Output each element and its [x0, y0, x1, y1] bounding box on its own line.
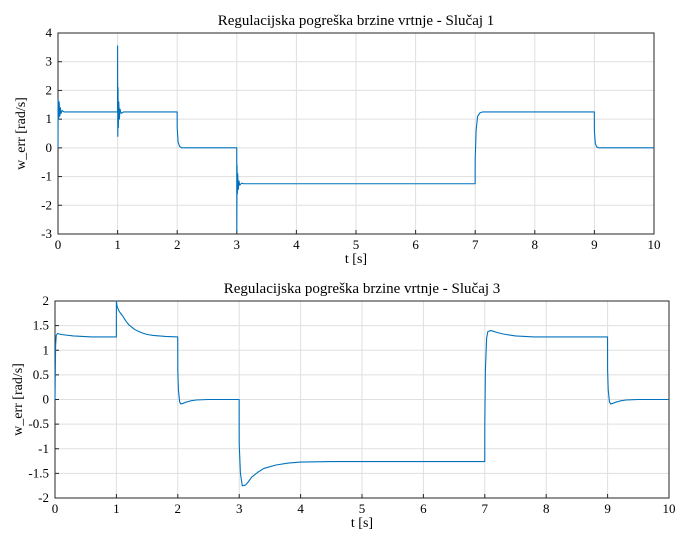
x-tick-label: 10 [648, 237, 661, 252]
x-tick-label: 9 [604, 501, 611, 516]
grid-lines [54, 300, 670, 499]
x-tick-label: 7 [472, 237, 479, 252]
x-tick-label: 3 [236, 501, 243, 516]
x-tick-label: 7 [482, 501, 489, 516]
y-tick-label: 2 [43, 293, 50, 308]
x-tick-label: 8 [543, 501, 550, 516]
y-tick-label: -2 [41, 197, 52, 212]
x-tick-label: 9 [591, 237, 598, 252]
y-tick-label: 2 [46, 82, 53, 97]
y-axis-label: w_err [rad/s] [14, 97, 29, 170]
series-line [54, 300, 669, 487]
x-tick-label: 2 [175, 501, 182, 516]
chart-title: Regulacijska pogreška brzine vrtnje - Sl… [218, 13, 495, 29]
series-line [57, 45, 654, 232]
x-tick-labels: 0 1 2 3 4 5 6 7 8 9 10 [52, 494, 676, 516]
series-lines [57, 45, 654, 232]
x-tick-label: 3 [234, 237, 241, 252]
x-axis-label: t [s] [351, 516, 373, 531]
y-tick-label: -2 [38, 490, 49, 505]
x-tick-label: 1 [113, 501, 120, 516]
y-tick-label: -1.5 [28, 465, 49, 480]
x-tick-label: 6 [412, 237, 419, 252]
x-tick-label: 1 [114, 237, 121, 252]
y-tick-labels: -2 -1.5 -1 -0.5 0 0.5 1 1.5 2 [28, 293, 59, 505]
subplot-case-3: Regulacijska pogreška brzine vrtnje - Sl… [11, 281, 676, 531]
y-tick-label: 0 [46, 140, 53, 155]
x-tick-labels: 0 1 2 3 4 5 6 7 8 9 10 [55, 230, 661, 252]
y-tick-label: -3 [41, 226, 52, 241]
x-tick-label: 2 [174, 237, 181, 252]
y-tick-label: -1 [41, 169, 52, 184]
y-tick-label: 4 [46, 25, 53, 40]
x-tick-label: 0 [52, 501, 59, 516]
y-tick-label: -0.5 [28, 416, 49, 431]
y-tick-label: 1.5 [33, 318, 49, 333]
grid-lines [57, 32, 655, 235]
y-tick-label: 1 [43, 342, 50, 357]
y-axis-label: w_err [rad/s] [11, 363, 26, 436]
x-tick-label: 6 [420, 501, 427, 516]
y-tick-label: -1 [38, 441, 49, 456]
chart-title: Regulacijska pogreška brzine vrtnje - Sl… [224, 281, 501, 297]
y-tick-label: 0.5 [33, 367, 49, 382]
x-tick-label: 8 [532, 237, 539, 252]
x-tick-label: 0 [55, 237, 62, 252]
x-tick-label: 5 [359, 501, 366, 516]
x-tick-label: 5 [353, 237, 360, 252]
x-tick-label: 4 [293, 237, 300, 252]
x-tick-label: 4 [297, 501, 304, 516]
y-tick-labels: -3 -2 -1 0 1 2 3 4 [41, 25, 62, 241]
series-lines [54, 300, 669, 487]
subplot-case-1: Regulacijska pogreška brzine vrtnje - Sl… [14, 13, 661, 267]
x-tick-label: 10 [663, 501, 676, 516]
y-tick-label: 1 [46, 111, 53, 126]
y-tick-label: 3 [46, 54, 53, 69]
x-axis-label: t [s] [345, 252, 367, 267]
y-tick-label: 0 [43, 392, 50, 407]
